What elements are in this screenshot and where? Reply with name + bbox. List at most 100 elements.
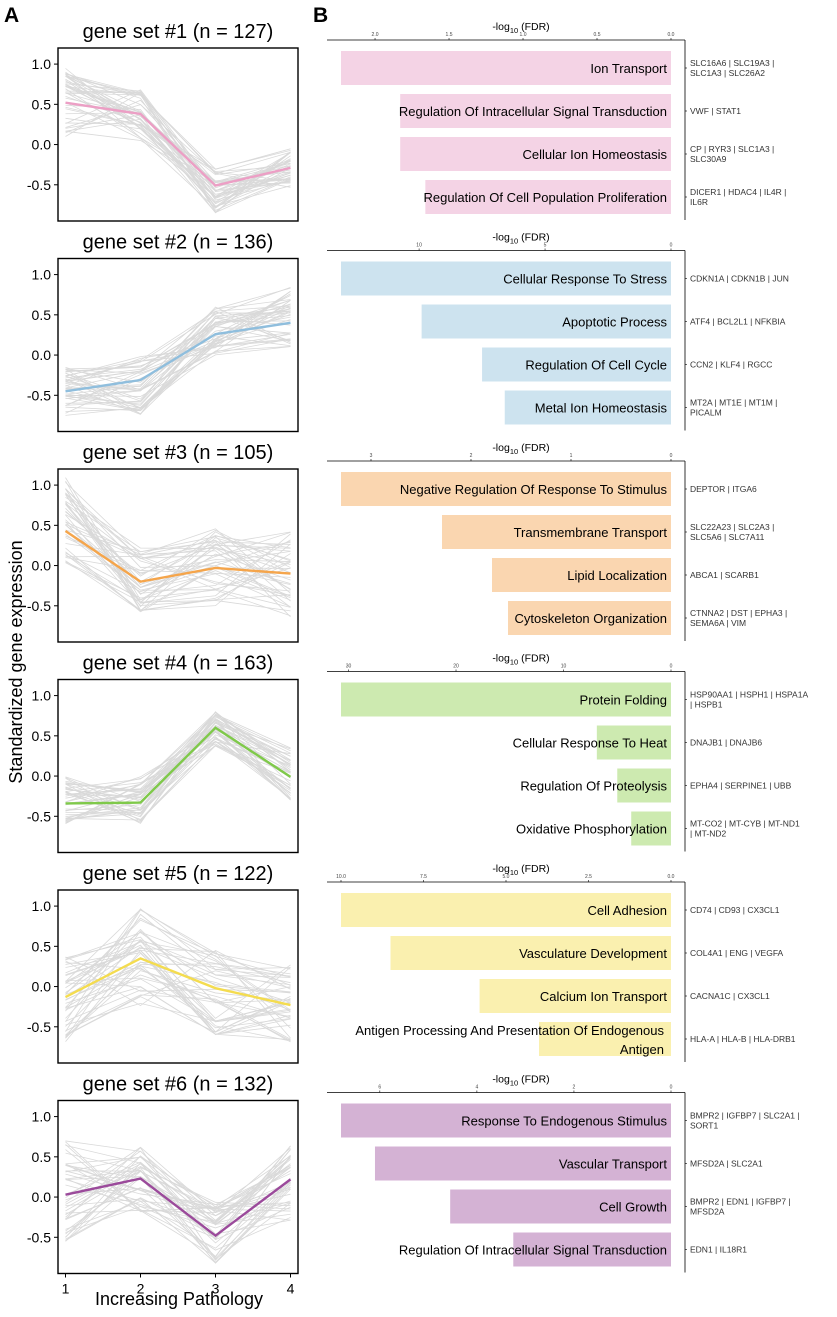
x-axis-label: Increasing Pathology — [95, 1289, 263, 1309]
background-profile-line — [65, 306, 291, 389]
panel-label-b: B — [313, 4, 328, 27]
plot-frame — [57, 678, 299, 854]
y-tick-label: 0.0 — [32, 137, 52, 153]
gene-list-label: MFSD2A | SLC2A1 — [690, 1159, 763, 1169]
enrichment-term-label: Regulation Of Intracellular Signal Trans… — [399, 1243, 667, 1258]
background-profile-line — [65, 730, 291, 812]
enrichment-term-label: Antigen — [620, 1042, 664, 1057]
gene-list-label: HLA-A | HLA-B | HLA-DRB1 — [690, 1034, 796, 1044]
gene-list-label: SLC5A6 | SLC7A11 — [690, 532, 765, 542]
enrichment-bar — [539, 1022, 671, 1056]
y-tick-label: 1.0 — [32, 688, 52, 704]
fdr-tick-label: 2.5 — [585, 874, 592, 880]
background-profile-line — [65, 950, 291, 1007]
enrichment-bar — [617, 768, 671, 803]
y-tick-label: 1.0 — [32, 267, 52, 283]
fdr-axis-label: -log10 (FDR) — [492, 21, 549, 35]
background-profile-line — [65, 726, 291, 789]
plot-frame — [57, 468, 299, 643]
enrichment-bar — [492, 558, 671, 592]
background-profile-line — [65, 1147, 291, 1260]
background-profile-line — [65, 734, 291, 819]
y-tick-label: 1.0 — [32, 56, 52, 72]
fdr-tick-label: 30 — [346, 664, 352, 670]
x-tick-label: 2 — [137, 1281, 145, 1297]
background-profile-line — [65, 497, 291, 565]
fdr-tick-label: 0 — [670, 453, 673, 459]
background-profile-line — [65, 1155, 291, 1208]
enrichment-bar — [504, 390, 671, 425]
enrichment-term-label: Vascular Transport — [559, 1157, 668, 1172]
background-profile-line — [65, 931, 291, 1013]
background-profile-line — [65, 994, 291, 1040]
background-profile-line — [65, 494, 291, 603]
background-profiles — [65, 477, 291, 618]
enrichment-bar — [341, 472, 671, 506]
background-profile-line — [65, 989, 291, 1022]
background-profile-line — [65, 494, 291, 608]
y-tick-label: 0.5 — [32, 517, 52, 533]
fdr-axis-label: -log10 (FDR) — [492, 232, 549, 246]
background-profile-line — [65, 1169, 291, 1264]
background-profile-line — [65, 84, 291, 213]
background-profile-line — [65, 731, 291, 799]
enrichment-term-label: Lipid Localization — [567, 568, 667, 583]
background-profile-line — [65, 551, 291, 611]
line-chart-title: gene set #1 (n = 127) — [83, 21, 274, 43]
gene-list-label: ABCA1 | SCARB1 — [690, 570, 759, 580]
gene-list-label: CD74 | CD93 | CX3CL1 — [690, 905, 780, 915]
fdr-tick-label: 1.5 — [446, 32, 453, 38]
background-profile-line — [65, 68, 291, 186]
background-profiles — [65, 711, 291, 825]
plot-frame — [57, 889, 299, 1064]
background-profile-line — [65, 561, 291, 617]
y-tick-label: 0.5 — [32, 728, 52, 744]
enrichment-bar — [374, 1146, 671, 1181]
background-profile-line — [65, 1200, 291, 1251]
background-profile-line — [65, 308, 291, 404]
enrichment-term-label: Vasculature Development — [519, 946, 667, 961]
gene-list-label: HSP90AA1 | HSPH1 | HSPA1A — [690, 690, 808, 700]
background-profile-line — [65, 75, 291, 170]
line-chart-title: gene set #3 (n = 105) — [83, 442, 274, 464]
background-profile-line — [65, 552, 291, 599]
background-profile-line — [65, 940, 291, 1033]
enrichment-bar — [341, 1103, 671, 1138]
gene-set-panel-4: gene set #4 (n = 163) 1.0 0.5 0.0 -0.5 -log10… — [27, 653, 808, 854]
enrichment-bar — [442, 515, 671, 549]
enrichment-term-label: Regulation Of Proteolysis — [520, 779, 667, 794]
line-chart-title: gene set #4 (n = 163) — [83, 653, 274, 675]
background-profile-line — [65, 102, 291, 209]
fdr-tick-label: 7.5 — [420, 874, 427, 880]
gene-list-label: CDKN1A | CDKN1B | JUN — [690, 274, 789, 284]
enrichment-bar — [400, 137, 671, 171]
fdr-tick-label: 3 — [370, 453, 373, 459]
background-profile-line — [65, 956, 291, 993]
background-profile-line — [65, 75, 291, 204]
enrichment-bar — [421, 304, 671, 339]
background-profile-line — [65, 299, 291, 383]
enrichment-bar — [341, 51, 671, 85]
enrichment-term-label: Metal Ion Homeostasis — [535, 401, 668, 416]
gene-list-label: DICER1 | HDAC4 | IL4R | — [690, 187, 786, 197]
background-profile-line — [65, 996, 291, 1036]
background-profile-line — [65, 521, 291, 608]
gene-list-label: MFSD2A — [690, 1207, 725, 1217]
background-profile-line — [65, 1170, 291, 1217]
background-profile-line — [65, 305, 291, 373]
background-profile-line — [65, 557, 291, 578]
gene-list-label: SLC1A3 | SLC26A2 — [690, 68, 765, 78]
mean-profile-line — [65, 726, 292, 805]
gene-list-label: SLC16A6 | SLC19A3 | — [690, 58, 774, 68]
background-profile-line — [65, 83, 291, 193]
enrichment-term-label: Cytoskeleton Organization — [515, 611, 667, 626]
enrichment-bar — [482, 347, 671, 382]
y-tick-label: 1.0 — [32, 898, 52, 914]
gene-list-label: MT2A | MT1E | MT1M | — [690, 398, 777, 408]
background-profile-line — [65, 530, 291, 608]
enrichment-term-label: Apoptotic Process — [562, 315, 667, 330]
background-profile-line — [65, 1001, 291, 1026]
gene-list-label: | MT-ND2 — [690, 829, 726, 839]
background-profile-line — [65, 560, 291, 612]
background-profile-line — [65, 303, 291, 409]
